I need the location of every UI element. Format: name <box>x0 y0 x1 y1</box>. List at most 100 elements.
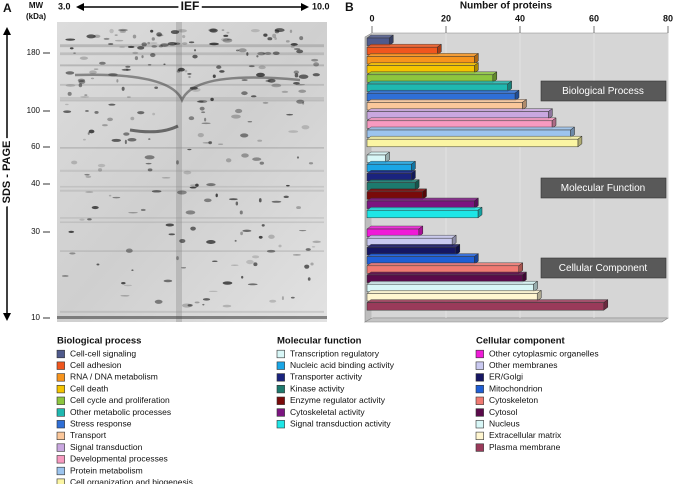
gel-spot <box>256 55 259 58</box>
gel-spot <box>293 81 300 85</box>
gel-spot <box>286 184 290 187</box>
gel-spot <box>215 193 218 198</box>
mw-marker-label: 40 <box>31 179 40 188</box>
gel-spot <box>234 239 237 242</box>
gel-band <box>60 96 324 100</box>
gel-spot <box>271 83 282 88</box>
gel-spot <box>190 226 196 231</box>
gel-spot <box>188 41 195 44</box>
gel-band <box>60 52 324 56</box>
gel-spot <box>150 53 156 58</box>
bar-top <box>366 126 576 131</box>
gel-spot <box>147 63 152 66</box>
gel-spot <box>121 86 125 91</box>
gel-spot <box>170 30 180 35</box>
group-label-box <box>540 177 667 199</box>
gel-spot <box>65 103 69 106</box>
gel-spot <box>272 33 277 38</box>
legend-swatch <box>276 384 285 394</box>
gel-spot <box>116 79 119 83</box>
legend-label: Other membranes <box>489 360 558 370</box>
legend-label: Cytoskeleton <box>489 395 538 405</box>
gel-spot <box>262 101 269 104</box>
gel-spot <box>89 70 97 75</box>
gel-spot <box>248 65 255 68</box>
gel-spot <box>274 37 277 40</box>
gel-image <box>57 22 327 322</box>
legend-label: Transcription regulatory <box>290 348 380 358</box>
gel-spot <box>118 28 128 32</box>
legend-label: Kinase activity <box>290 383 345 393</box>
bar-top <box>366 188 428 193</box>
gel-spot <box>90 77 95 80</box>
legend-label: Protein metabolism <box>70 465 143 475</box>
gel-spot <box>125 65 131 68</box>
gel-spot <box>250 28 260 33</box>
gel-spot <box>137 111 145 115</box>
gel-spot <box>246 259 254 265</box>
gel-spot <box>79 218 85 221</box>
gel-spot <box>145 162 152 165</box>
gel-spot <box>194 301 200 304</box>
group-label: Biological Process <box>562 86 644 97</box>
gel-band <box>60 169 324 172</box>
gel-spot <box>235 201 239 206</box>
legend-title: Biological process <box>57 336 141 347</box>
gel-spot <box>295 84 306 86</box>
gel-spot <box>257 51 266 56</box>
gel-spot <box>228 198 238 201</box>
bar <box>366 209 479 219</box>
gel-spot <box>247 121 253 123</box>
gel-spot <box>226 31 230 34</box>
gel-spot <box>211 260 218 263</box>
gel-spot <box>290 43 298 46</box>
x-tick-label: 80 <box>663 13 673 23</box>
gel-spot <box>177 67 185 72</box>
panel-label: B <box>345 0 354 14</box>
gel-spot <box>267 37 273 41</box>
gel-spot <box>290 296 295 299</box>
gel-spot <box>80 96 90 98</box>
sds-label-bg: SDS - PAGE <box>1 141 13 204</box>
gel-spot <box>187 73 192 75</box>
gel-spot <box>264 51 272 55</box>
gel-spot <box>308 162 314 165</box>
gel-spot <box>274 29 280 34</box>
bar-top <box>366 117 557 122</box>
gel-spot <box>154 299 163 304</box>
gel-spot <box>298 89 307 93</box>
gel-spot <box>292 254 301 256</box>
gel-spot <box>290 45 295 49</box>
gel-spot <box>312 240 321 244</box>
gel-spot <box>156 32 162 37</box>
mw-marker-label: 10 <box>31 313 40 322</box>
gel-spot <box>108 194 112 197</box>
gel-spot <box>93 68 99 70</box>
legend-label: Plasma membrane <box>489 442 561 452</box>
gel-spot <box>196 100 204 103</box>
gel-spot <box>121 281 126 285</box>
gel-spot <box>235 49 240 52</box>
legend-label: RNA / DNA metabolism <box>70 372 158 382</box>
gel-spot <box>220 37 230 42</box>
gel-spot <box>253 262 258 267</box>
legend-label: Enzyme regulator activity <box>290 395 386 405</box>
mw-marker-label: 30 <box>31 227 40 236</box>
gel-spot <box>167 42 177 46</box>
legend-label: Cytosol <box>489 407 517 417</box>
bar-top <box>366 99 528 103</box>
legend-swatch <box>475 443 484 452</box>
gel-spot <box>258 65 266 70</box>
bar-top <box>366 179 420 183</box>
legend-label: Cell-cell signaling <box>70 348 136 358</box>
gel-spot <box>203 198 212 203</box>
gel-spot <box>238 48 247 53</box>
legend-swatch <box>56 466 65 476</box>
bar-top <box>366 299 609 303</box>
chart-title: Number of proteins <box>460 1 553 12</box>
legend-swatch <box>475 431 484 441</box>
legend-label: Signal transduction <box>70 442 143 452</box>
gel-spot <box>261 224 265 227</box>
gel-spot <box>85 191 94 193</box>
